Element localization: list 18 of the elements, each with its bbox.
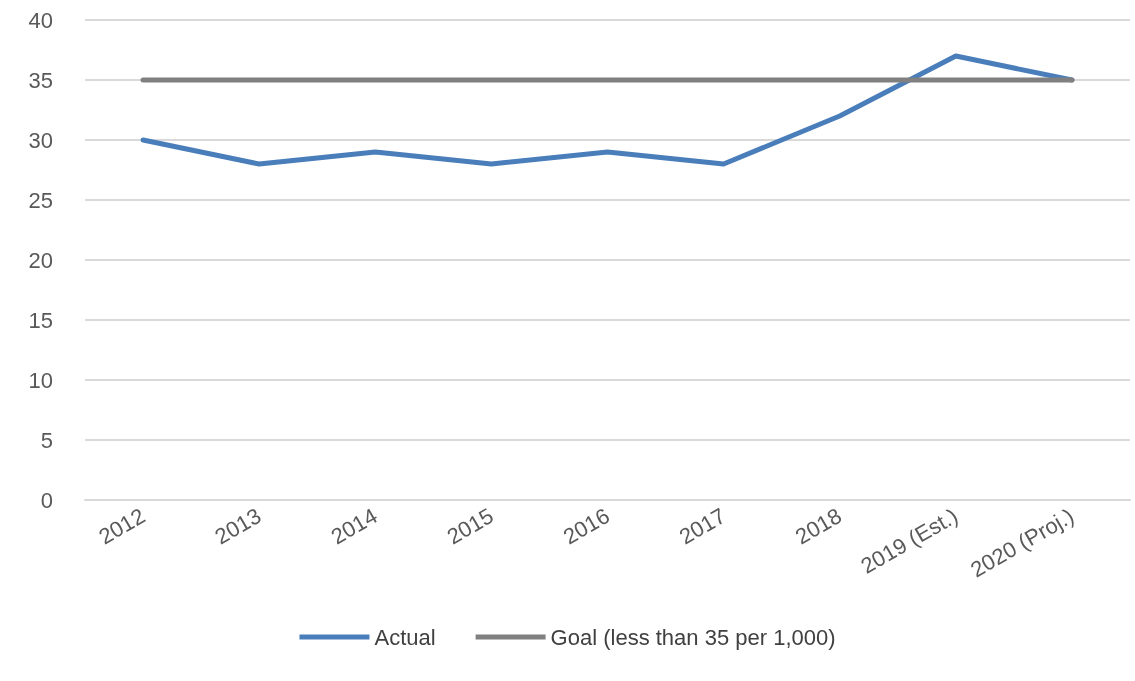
y-tick-label: 40 (28, 7, 53, 33)
y-tick-label: 10 (28, 367, 53, 393)
x-tick-label: 2016 (558, 503, 614, 550)
y-tick-label: 0 (40, 487, 53, 513)
x-tick-label: 2015 (442, 503, 498, 550)
legend-label: Goal (less than 35 per 1,000) (550, 624, 836, 650)
x-tick-label: 2012 (94, 503, 150, 550)
x-tick-label: 2014 (326, 503, 382, 550)
y-tick-label: 20 (28, 247, 53, 273)
y-tick-label: 5 (40, 427, 53, 453)
y-tick-label: 25 (28, 187, 53, 213)
x-tick-label: 2018 (791, 503, 846, 550)
y-tick-label: 15 (28, 307, 53, 333)
x-tick-label: 2013 (210, 503, 266, 550)
y-tick-label: 35 (28, 67, 53, 93)
x-tick-label: 2017 (674, 503, 730, 550)
legend-label: Actual (374, 624, 436, 650)
y-tick-label: 30 (28, 127, 53, 153)
